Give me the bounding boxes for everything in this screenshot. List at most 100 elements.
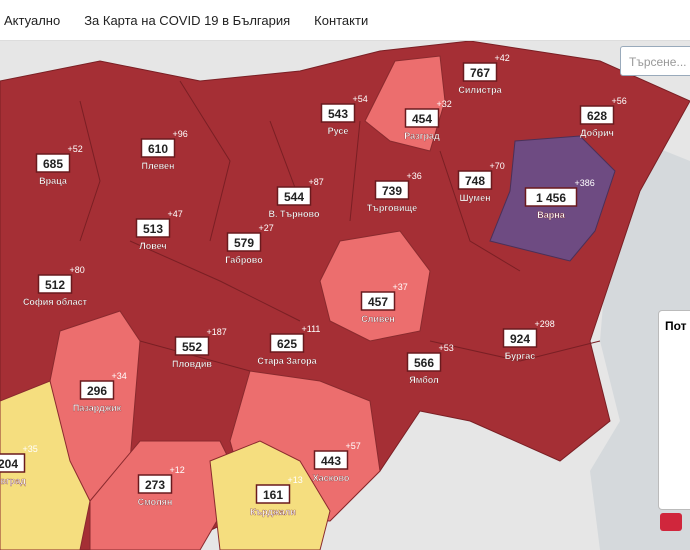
region-marker[interactable]: 767 +42 Силистра — [458, 53, 510, 95]
region-name: Хасково — [313, 473, 350, 483]
value-box — [462, 62, 498, 82]
region-name: Варна — [537, 210, 565, 220]
region-marker[interactable]: 204 +35 оевград — [0, 444, 38, 486]
value-box — [406, 352, 442, 372]
region-value: 739 — [382, 184, 402, 198]
region-marker[interactable]: 1 456 +386 Варна — [524, 178, 595, 220]
region-marker[interactable]: 296 +34 Пазарджик — [73, 371, 127, 413]
region-marker[interactable]: 512 +80 София област — [23, 265, 88, 307]
nav-link[interactable]: Контакти — [314, 12, 369, 28]
region-marker[interactable]: 513 +47 Ловеч — [135, 209, 183, 251]
region-delta: +386 — [575, 178, 595, 188]
region-value: 454 — [412, 112, 432, 126]
region-marker[interactable]: 610 +96 Плевен — [140, 129, 188, 171]
region-name: В. Търново — [269, 209, 320, 219]
value-box — [137, 474, 173, 494]
region-value: 748 — [465, 174, 485, 188]
region-name: Смолян — [138, 497, 173, 507]
value-box — [374, 180, 410, 200]
region-marker[interactable]: 457 +37 Сливен — [360, 282, 408, 324]
region-marker[interactable]: 748 +70 Шумен — [457, 161, 505, 203]
region-marker[interactable]: 161 +13 Кърджали — [250, 475, 303, 517]
region-marker[interactable]: 544 +87 В. Търново — [268, 177, 324, 219]
region-delta: +34 — [112, 371, 127, 381]
region-delta: +56 — [612, 96, 627, 106]
region-marker[interactable]: 552 +187 Пловдив — [172, 327, 227, 369]
region-delta: +42 — [495, 53, 510, 63]
region-marker[interactable]: 579 +27 Габрово — [225, 223, 274, 265]
value-box — [0, 453, 26, 473]
region-marker[interactable]: 543 +54 Русе — [320, 94, 368, 136]
region-value: 443 — [321, 454, 341, 468]
region-name: Разград — [404, 131, 440, 141]
prev-button[interactable] — [660, 513, 682, 531]
region-delta: +187 — [207, 327, 227, 337]
region-value: 161 — [263, 488, 283, 502]
region-name: Плевен — [142, 161, 175, 171]
value-box — [255, 484, 291, 504]
region-value: 296 — [87, 384, 107, 398]
region-marker[interactable]: 685 +52 Враца — [35, 144, 83, 186]
region-value: 1 456 — [536, 191, 566, 205]
value-box — [37, 274, 73, 294]
region-delta: +70 — [490, 161, 505, 171]
region-name: Пловдив — [172, 359, 212, 369]
value-box — [226, 232, 262, 252]
region-delta: +54 — [353, 94, 368, 104]
region-delta: +53 — [439, 343, 454, 353]
region-value: 767 — [470, 66, 490, 80]
region-value: 543 — [328, 107, 348, 121]
value-box — [135, 218, 171, 238]
region-marker[interactable]: 924 +298 Бургас — [502, 319, 555, 361]
borders — [79, 80, 601, 372]
value-box — [79, 380, 115, 400]
region-marker[interactable]: 739 +36 Търговище — [367, 171, 422, 213]
region-value: 552 — [182, 340, 202, 354]
search-input[interactable]: Търсене... — [620, 46, 690, 76]
region-name: Ямбол — [409, 375, 439, 385]
region-marker[interactable]: 454 +32 Разград — [404, 99, 452, 141]
region-delta: +12 — [170, 465, 185, 475]
nav-link[interactable]: Актуално — [4, 12, 61, 28]
region-name: Добрич — [580, 128, 614, 138]
border-lines — [79, 80, 601, 372]
region-value: 566 — [414, 356, 434, 370]
panel-title: Пот — [665, 319, 687, 333]
value-box — [174, 336, 210, 356]
region-value: 628 — [587, 109, 607, 123]
region-value: 579 — [234, 236, 254, 250]
region-value: 512 — [45, 278, 65, 292]
side-panel: Пот — [658, 310, 690, 510]
region-delta: +298 — [535, 319, 555, 329]
region-marker[interactable]: 273 +12 Смолян — [137, 465, 185, 507]
region-delta: +36 — [407, 171, 422, 181]
region-value: 544 — [284, 190, 304, 204]
region-delta: +57 — [346, 441, 361, 451]
region-delta: +47 — [168, 209, 183, 219]
region-patch — [0, 380, 91, 550]
nav-link[interactable]: За Карта на COVID 19 в България — [84, 12, 291, 28]
region-value: 924 — [510, 332, 530, 346]
region-value: 513 — [143, 222, 163, 236]
region-delta: +37 — [393, 282, 408, 292]
map: 767 +42 Силистра 543 +54 Русе 454 +32 Разград 628… — [0, 41, 690, 550]
region-delta: +13 — [288, 475, 303, 485]
value-box — [276, 186, 312, 206]
region-marker[interactable]: 566 +53 Ямбол — [406, 343, 454, 385]
region-marker[interactable]: 443 +57 Хасково — [312, 441, 361, 483]
nav-bar: Актуално За Карта на COVID 19 в България К… — [0, 0, 690, 41]
region-name: оевград — [0, 476, 26, 486]
region-name: София област — [23, 297, 88, 307]
region-name: Стара Загора — [257, 356, 317, 366]
region-marker[interactable]: 625 +111 Стара Загора — [257, 324, 320, 366]
value-box — [524, 187, 578, 207]
region-name: Търговище — [367, 203, 417, 213]
region-patch — [319, 230, 431, 342]
region-marker[interactable]: 628 +56 Добрич — [579, 96, 627, 138]
value-box — [502, 328, 538, 348]
region-name: Русе — [328, 126, 349, 136]
region-delta: +111 — [302, 324, 321, 334]
region-delta: +80 — [70, 265, 85, 275]
region-name: Враца — [39, 176, 68, 186]
